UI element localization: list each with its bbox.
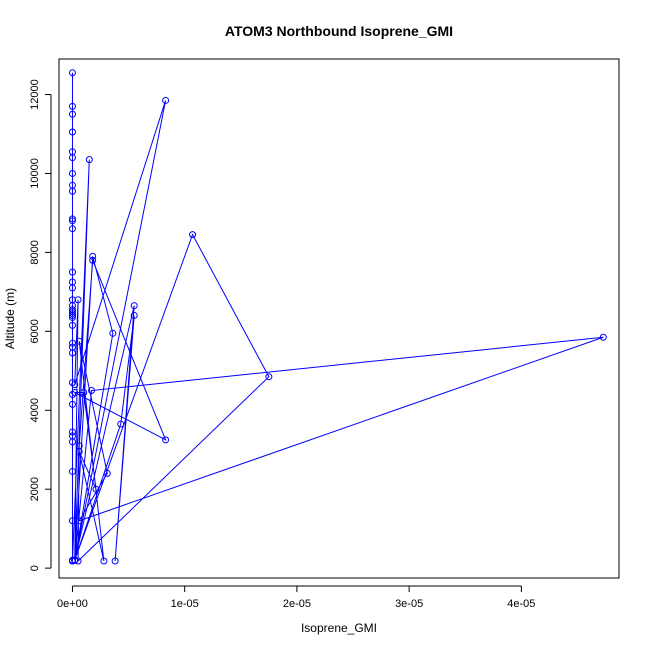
y-tick-label: 10000 (29, 158, 41, 189)
data-point (68, 154, 76, 162)
data-point (89, 252, 97, 260)
data-point (71, 556, 79, 564)
data-point (68, 517, 76, 525)
data-point (111, 557, 119, 565)
series-layer (68, 69, 607, 565)
x-tick-label: 2e-05 (283, 598, 311, 610)
data-point (103, 469, 111, 477)
data-point (68, 321, 76, 329)
data-point (68, 69, 76, 77)
data-point (68, 102, 76, 110)
data-point (68, 339, 76, 347)
data-point (162, 436, 170, 444)
data-point (68, 314, 76, 322)
data-point (68, 284, 76, 292)
data-point (68, 225, 76, 233)
series-line (71, 72, 604, 563)
data-point (100, 557, 108, 565)
data-point (75, 337, 83, 345)
plot-frame (58, 58, 620, 579)
data-point (265, 373, 273, 381)
y-tick-label: 12000 (29, 79, 41, 110)
data-point (68, 310, 76, 318)
data-point (109, 329, 117, 337)
data-point (80, 389, 88, 396)
x-tick-label: 3e-05 (395, 598, 423, 610)
y-tick-label: 0 (29, 565, 41, 571)
data-point (68, 390, 76, 398)
data-point (68, 217, 76, 225)
y-axis: 0 2000 4000 6000 8000 10000 12000 (29, 79, 52, 571)
x-tick-label: 0e+00 (57, 598, 88, 610)
y-tick-label: 8000 (29, 240, 41, 264)
data-point (85, 156, 93, 164)
data-point (162, 96, 170, 104)
data-point (68, 438, 76, 446)
data-point (68, 215, 76, 223)
data-point (92, 485, 100, 493)
data-point (74, 296, 82, 304)
data-point (68, 187, 76, 195)
chart-title: ATOM3 Northbound Isoprene_GMI (225, 23, 453, 39)
data-point (189, 231, 197, 239)
data-point (88, 387, 96, 395)
data-point (71, 389, 79, 396)
y-tick-label: 6000 (29, 319, 41, 343)
data-point (599, 333, 607, 341)
data-point (68, 428, 76, 436)
data-point (89, 256, 97, 264)
x-axis: 0e+00 1e-05 2e-05 3e-05 4e-05 (57, 585, 535, 610)
data-point (68, 268, 76, 276)
y-tick-label: 2000 (29, 477, 41, 501)
y-tick-label: 4000 (29, 398, 41, 422)
x-axis-label: Isoprene_GMI (301, 621, 377, 635)
data-point (75, 448, 83, 456)
x-tick-label: 4e-05 (507, 598, 535, 610)
data-point (68, 110, 76, 118)
data-point (130, 312, 138, 320)
data-point (71, 381, 79, 389)
data-point (68, 169, 76, 177)
data-point (117, 420, 125, 428)
x-tick-label: 1e-05 (171, 598, 199, 610)
y-axis-label: Altitude (m) (3, 288, 17, 349)
data-point (68, 400, 76, 408)
data-point (130, 302, 138, 310)
data-point (68, 128, 76, 136)
data-point (74, 557, 82, 565)
data-point (68, 379, 76, 387)
data-point (75, 517, 83, 525)
data-point (68, 349, 76, 357)
data-point (68, 467, 76, 475)
data-point (68, 312, 76, 320)
